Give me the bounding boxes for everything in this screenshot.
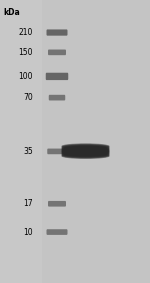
Bar [42,198,150,205]
Bar [42,0,150,7]
Ellipse shape [61,152,110,157]
Bar [42,205,150,212]
Bar [42,50,150,57]
Bar [42,42,150,50]
Bar [42,0,150,283]
FancyBboxPatch shape [46,29,68,36]
Text: 100: 100 [18,72,33,81]
Bar [42,64,150,71]
FancyBboxPatch shape [48,50,66,55]
FancyBboxPatch shape [49,95,65,100]
Ellipse shape [61,149,110,155]
Ellipse shape [61,145,110,150]
Bar [42,57,150,64]
Ellipse shape [61,147,110,152]
Ellipse shape [61,149,110,154]
Bar [42,127,150,134]
Bar [42,170,150,177]
Bar [42,106,150,113]
Bar [42,269,150,276]
Bar [42,142,150,149]
FancyBboxPatch shape [46,73,68,80]
Bar [42,113,150,120]
Bar [42,276,150,283]
Ellipse shape [61,151,110,156]
Ellipse shape [61,145,110,151]
Ellipse shape [61,146,110,151]
FancyBboxPatch shape [47,149,67,154]
Ellipse shape [61,154,110,159]
Text: 35: 35 [23,147,33,156]
Bar [42,92,150,99]
Bar [42,248,150,255]
Bar [42,149,150,156]
Bar [42,120,150,127]
Ellipse shape [61,150,110,155]
Bar [42,28,150,35]
Bar [42,233,150,241]
Text: 150: 150 [18,48,33,57]
Ellipse shape [61,150,110,156]
Bar [42,177,150,184]
Bar [42,35,150,42]
Text: 70: 70 [23,93,33,102]
Bar [42,241,150,248]
Bar [42,219,150,226]
Bar [42,191,150,198]
Bar [42,226,150,233]
Ellipse shape [61,143,110,149]
Ellipse shape [61,144,110,149]
Text: 10: 10 [23,228,33,237]
Ellipse shape [61,151,110,157]
Bar [42,184,150,191]
Bar [42,262,150,269]
Bar [42,134,150,142]
Text: kDa: kDa [3,8,20,17]
Ellipse shape [61,148,110,153]
Ellipse shape [61,144,110,150]
Bar [42,85,150,92]
Bar [42,21,150,28]
Bar [42,255,150,262]
Bar [42,212,150,219]
Bar [42,163,150,170]
Bar [42,71,150,78]
Bar [42,7,150,14]
Ellipse shape [61,153,110,158]
Bar [42,78,150,85]
Bar [42,156,150,163]
Text: 210: 210 [19,28,33,37]
Bar [42,99,150,106]
Text: 17: 17 [23,199,33,208]
FancyBboxPatch shape [46,229,68,235]
FancyBboxPatch shape [48,201,66,207]
Ellipse shape [61,147,110,153]
Ellipse shape [61,153,110,158]
Bar [42,14,150,21]
Ellipse shape [61,148,110,154]
